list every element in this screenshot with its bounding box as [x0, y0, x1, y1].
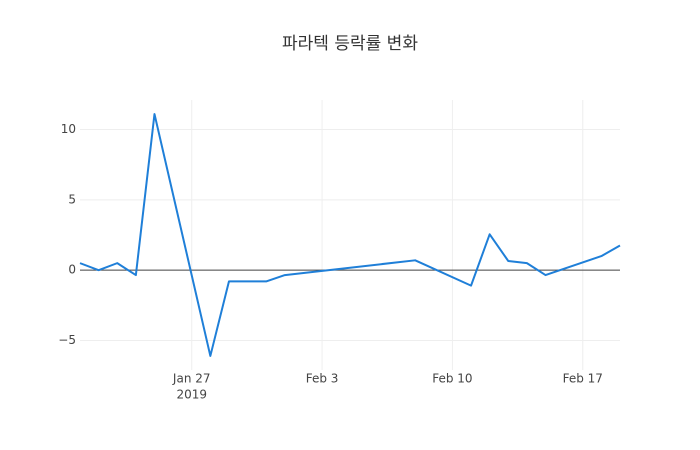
- y-tick-label: −5: [58, 333, 76, 347]
- y-tick-label: 10: [61, 122, 76, 136]
- y-tick-label: 5: [68, 192, 76, 206]
- y-tick-label: 0: [68, 263, 76, 277]
- x-tick-label: Feb 17: [563, 372, 603, 386]
- x-tick-label: Feb 10: [432, 372, 472, 386]
- x-tick-label: Feb 3: [306, 372, 339, 386]
- x-tick-label: Jan 27: [172, 372, 211, 386]
- data-line: [79, 113, 621, 357]
- chart-title: 파라텍 등락률 변화: [282, 34, 418, 54]
- x-year-label: 2019: [176, 388, 207, 402]
